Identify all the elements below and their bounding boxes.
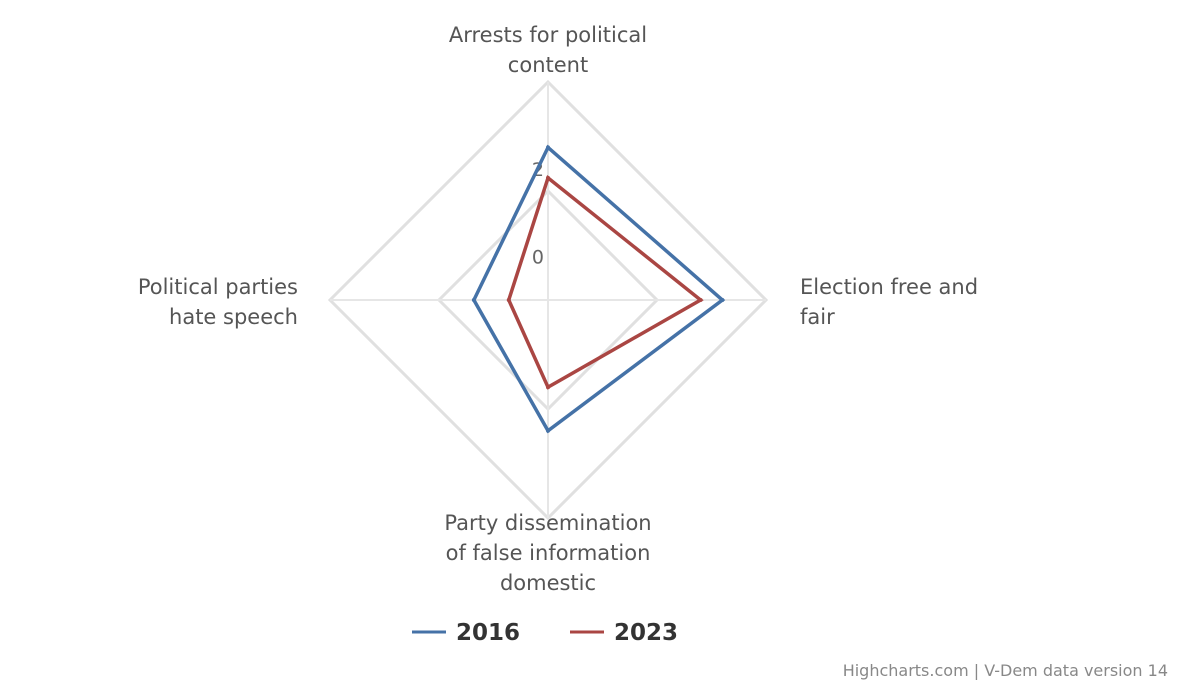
legend-label-2016: 2016 <box>456 620 520 646</box>
category-label-1: Election free and fair <box>800 275 978 329</box>
legend: 2016 2023 <box>412 620 678 646</box>
series-line-2023 <box>506 174 704 390</box>
data-point-2023-0 <box>546 175 550 180</box>
category-label-line: Political parties <box>138 275 298 299</box>
category-label-line: hate speech <box>169 305 298 329</box>
radar-grid <box>327 79 769 521</box>
credits-text[interactable]: Highcharts.com | V-Dem data version 14 <box>843 661 1168 680</box>
category-label-line: Party dissemination <box>444 511 651 535</box>
data-point-2016-1 <box>720 298 725 302</box>
category-label-line: of false information <box>446 541 651 565</box>
tick-label-0: 0 <box>532 246 544 268</box>
legend-item-2023[interactable]: 2023 <box>570 620 678 646</box>
category-label-0: Arrests for political content <box>449 23 647 77</box>
category-label-2: Party dissemination of false information d… <box>444 511 651 595</box>
legend-item-2016[interactable]: 2016 <box>412 620 520 646</box>
category-label-line: domestic <box>500 571 596 595</box>
series-layer <box>471 144 726 434</box>
category-labels: Arrests for political content Election fre… <box>138 23 978 595</box>
category-label-line: fair <box>800 305 835 329</box>
data-point-2023-3 <box>506 298 511 302</box>
category-label-line: content <box>508 53 588 77</box>
category-label-line: Election free and <box>800 275 978 299</box>
legend-label-2023: 2023 <box>614 620 678 646</box>
data-point-2016-3 <box>471 298 476 302</box>
category-label-line: Arrests for political <box>449 23 647 47</box>
category-label-3: Political parties hate speech <box>138 275 298 329</box>
data-point-2016-2 <box>546 428 550 433</box>
data-point-2016-0 <box>546 145 550 150</box>
data-point-2023-2 <box>546 385 550 390</box>
data-point-2023-1 <box>698 298 703 302</box>
